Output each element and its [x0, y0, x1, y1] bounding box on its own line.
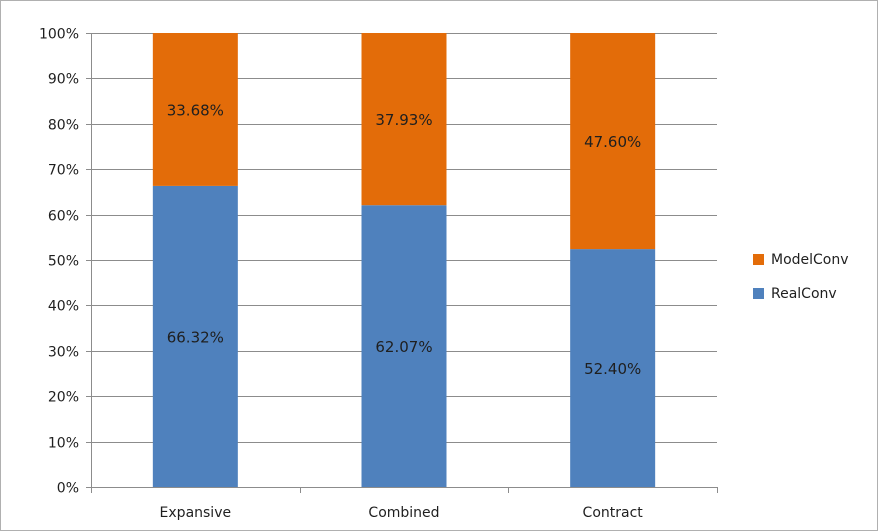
y-tick-label: 0% [57, 481, 79, 497]
y-tick-label: 20% [48, 390, 79, 406]
legend-swatch-realconv [753, 288, 764, 299]
y-tick-label: 70% [48, 163, 79, 179]
legend-label-modelconv: ModelConv [771, 252, 849, 268]
x-tick-label: Contract [583, 505, 644, 521]
bar-realconv-contract[interactable] [570, 249, 656, 487]
y-tick-label: 40% [48, 299, 79, 315]
data-label: 37.93% [375, 111, 432, 129]
bar-modelconv-combined[interactable] [361, 33, 447, 206]
y-tick-label: 90% [48, 72, 79, 88]
y-tick-label: 60% [48, 209, 79, 225]
y-tick-label: 80% [48, 118, 79, 134]
y-tick-label: 30% [48, 345, 79, 361]
data-label: 52.40% [584, 360, 641, 378]
legend-label-realconv: RealConv [771, 286, 837, 302]
data-label: 47.60% [584, 133, 641, 151]
bar-realconv-combined[interactable] [361, 205, 447, 487]
bar-modelconv-expansive[interactable] [152, 33, 238, 186]
y-tick-label: 50% [48, 254, 79, 270]
data-label: 33.68% [167, 101, 224, 119]
x-tick-label: Combined [368, 505, 439, 521]
legend: ModelConv RealConv [753, 252, 849, 302]
y-tick-label: 10% [48, 436, 79, 452]
bar-realconv-expansive[interactable] [152, 185, 238, 487]
legend-swatch-modelconv [753, 254, 764, 265]
bar-modelconv-contract[interactable] [570, 33, 656, 250]
x-tick-label: Expansive [160, 505, 232, 521]
data-label: 66.32% [167, 328, 224, 346]
y-tick-label: 100% [39, 27, 79, 43]
data-label: 62.07% [375, 338, 432, 356]
